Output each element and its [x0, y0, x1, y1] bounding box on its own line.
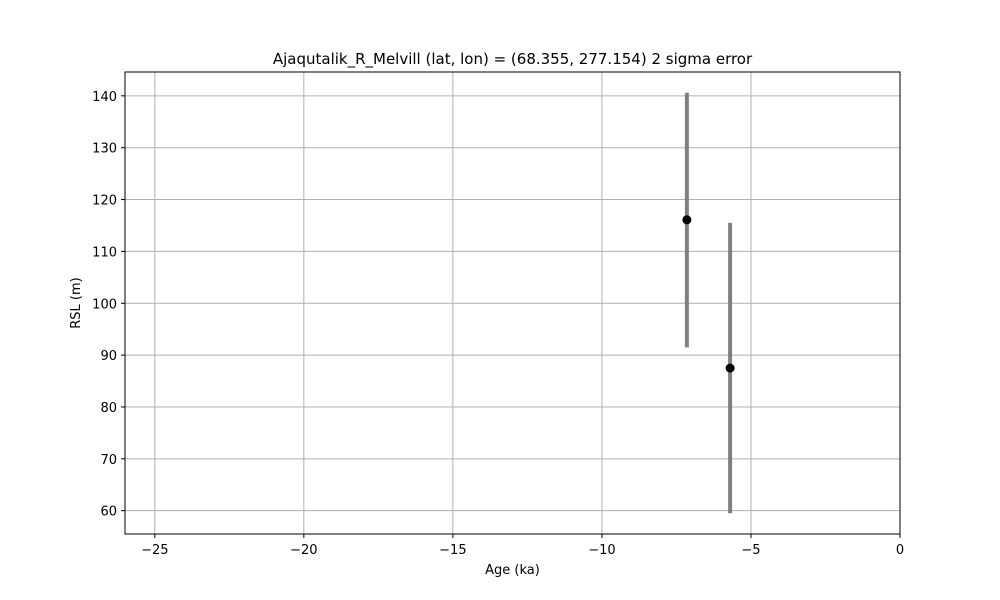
- x-axis-label: Age (ka): [485, 563, 540, 578]
- y-axis-label: RSL (m): [69, 277, 84, 328]
- y-tick-label: 90: [100, 349, 117, 364]
- x-tick-label: −5: [741, 543, 760, 558]
- x-ticks: −25 −20 −15 −10 −5 0: [141, 534, 904, 558]
- y-tick-label: 140: [92, 90, 117, 105]
- x-tick-label: −25: [141, 543, 168, 558]
- data-points: [682, 215, 735, 373]
- y-tick-label: 60: [100, 505, 117, 520]
- y-tick-label: 70: [100, 453, 117, 468]
- y-tick-label: 130: [92, 142, 117, 157]
- chart-title: Ajaqutalik_R_Melvill (lat, lon) = (68.35…: [273, 50, 753, 69]
- x-tick-label: −10: [588, 543, 615, 558]
- y-tick-label: 80: [100, 401, 117, 416]
- data-point: [725, 363, 735, 373]
- x-tick-label: −15: [439, 543, 466, 558]
- y-tick-label: 120: [92, 194, 117, 209]
- x-tick-label: −20: [290, 543, 317, 558]
- data-point: [682, 215, 692, 225]
- x-tick-label: 0: [896, 543, 904, 558]
- y-tick-label: 100: [92, 297, 117, 312]
- y-tick-label: 110: [92, 245, 117, 260]
- y-ticks: 60 70 80 90 100 110 120 130 140: [92, 90, 125, 520]
